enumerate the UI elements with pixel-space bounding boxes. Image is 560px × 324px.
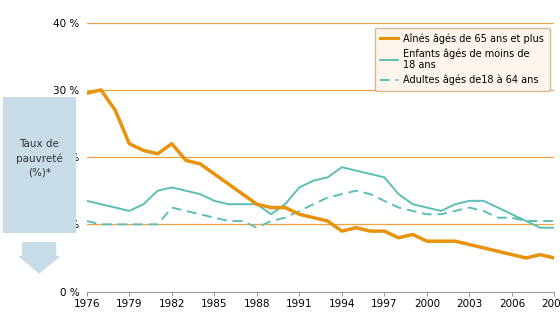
Text: Taux de
pauvreté
(%)*: Taux de pauvreté (%)*: [16, 139, 63, 178]
Legend: Aînés âgés de 65 ans et plus, Enfants âgés de moins de
18 ans, Adultes âgés de18: Aînés âgés de 65 ans et plus, Enfants âg…: [375, 28, 549, 91]
FancyArrow shape: [19, 243, 59, 273]
